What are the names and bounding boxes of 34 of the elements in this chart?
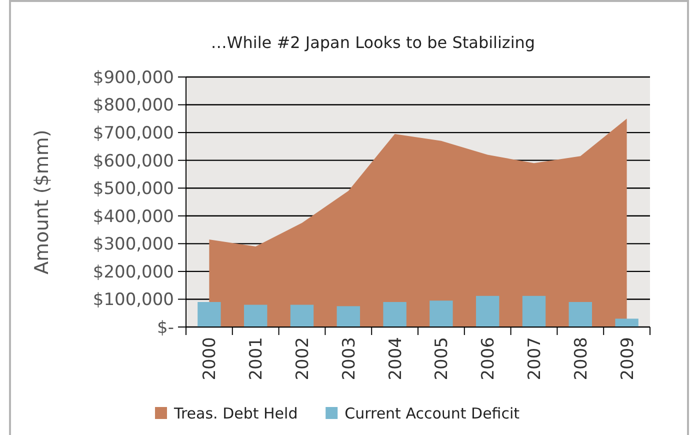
legend-label: Treas. Debt Held	[173, 404, 298, 422]
bar	[522, 296, 546, 327]
bar	[568, 302, 592, 327]
y-tick-label: $700,000	[92, 124, 174, 144]
y-tick-label: $300,000	[92, 234, 174, 255]
x-tick-label: 2004	[386, 337, 406, 380]
x-tick-label: 2003	[339, 337, 360, 380]
y-tick-label: $200,000	[92, 262, 174, 282]
bar	[290, 304, 314, 327]
y-tick-label: $600,000	[92, 151, 174, 172]
x-tick-label: 2009	[618, 337, 638, 380]
bar	[430, 300, 453, 327]
y-tick-label: $-	[157, 318, 174, 338]
x-tick-label: 2000	[200, 337, 220, 380]
legend-label: Current Account Deficit	[344, 404, 520, 422]
bar	[336, 306, 360, 327]
bar	[198, 302, 221, 327]
x-tick-label: 2002	[292, 337, 313, 380]
bar	[476, 296, 500, 327]
y-tick-label: $100,000	[92, 290, 174, 310]
bar	[615, 318, 638, 327]
bar	[244, 304, 268, 327]
x-tick-label: 2005	[432, 337, 452, 380]
chart-title: …While #2 Japan Looks to be Stabilizing	[210, 33, 536, 52]
x-tick-label: 2001	[246, 337, 267, 380]
y-axis-title: Amount ($mm)	[31, 130, 53, 274]
x-tick-label: 2007	[524, 337, 545, 380]
y-tick-label: $500,000	[92, 179, 174, 200]
y-tick-label: $400,000	[92, 206, 174, 227]
y-tick-label: $800,000	[92, 96, 174, 116]
x-tick-label: 2008	[571, 337, 592, 380]
x-tick-label: 2006	[478, 337, 499, 380]
y-tick-label: $900,000	[92, 68, 174, 88]
bar	[383, 302, 406, 327]
